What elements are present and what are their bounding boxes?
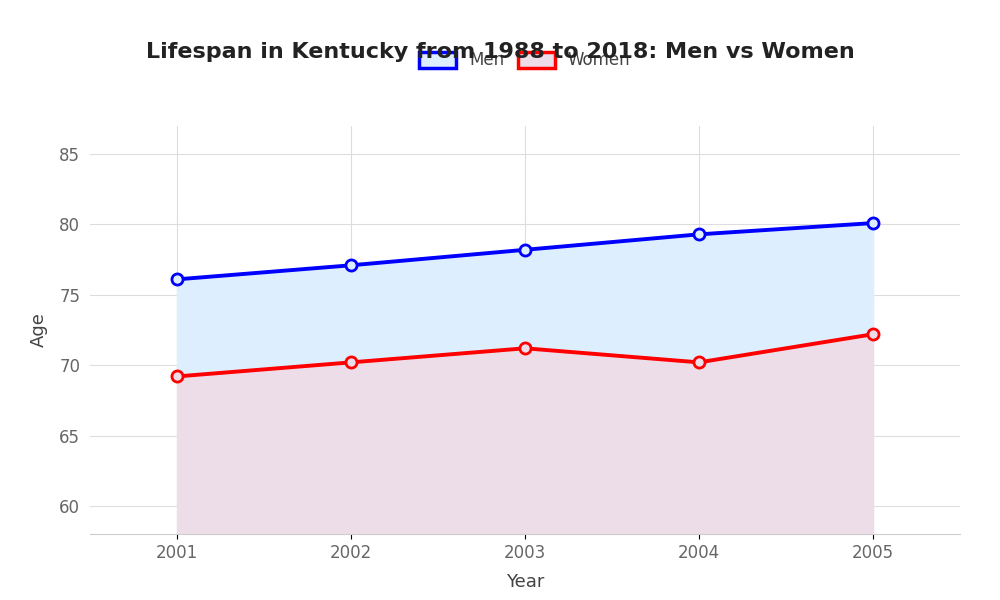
X-axis label: Year: Year (506, 573, 544, 591)
Text: Lifespan in Kentucky from 1988 to 2018: Men vs Women: Lifespan in Kentucky from 1988 to 2018: … (146, 42, 854, 62)
Legend: Men, Women: Men, Women (413, 44, 637, 76)
Y-axis label: Age: Age (30, 313, 48, 347)
